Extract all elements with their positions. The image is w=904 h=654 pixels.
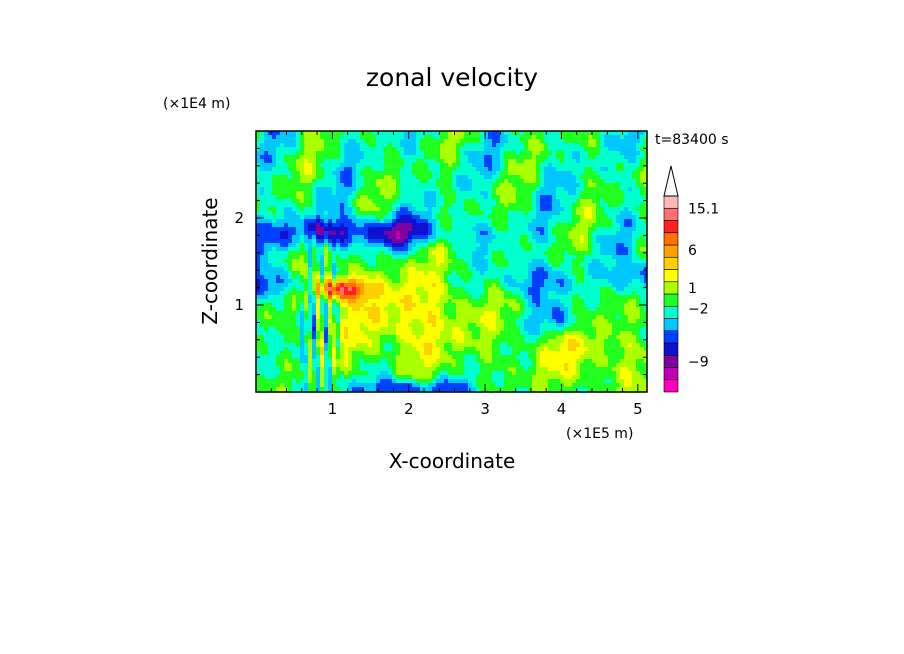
colorbar-swatch	[663, 367, 679, 381]
colorbar-label: −9	[688, 354, 709, 370]
colorbar-swatch	[663, 293, 679, 307]
x-tick-label: 3	[480, 400, 490, 418]
x-axis-title: X-coordinate	[389, 449, 516, 473]
colorbar-swatch	[663, 269, 679, 283]
colorbar-swatch	[663, 220, 679, 234]
time-label: t=83400 s	[655, 132, 729, 148]
x-tick-label: 5	[633, 400, 643, 418]
colorbar-swatch	[663, 281, 679, 295]
colorbar-swatch	[663, 305, 679, 319]
colorbar-label: 6	[688, 243, 697, 259]
x-tick-label: 4	[557, 400, 567, 418]
y-axis: 12	[234, 147, 647, 376]
colorbar-swatch	[663, 318, 679, 332]
colorbar-swatch	[663, 354, 679, 368]
colorbar-label: 1	[688, 281, 697, 297]
colorbar-swatch	[663, 207, 679, 221]
colorbar-swatch	[663, 244, 679, 258]
x-tick-label: 2	[404, 400, 414, 418]
chart-title: zonal velocity	[366, 63, 538, 92]
plot-frame	[255, 130, 648, 393]
colorbar-swatch	[663, 256, 679, 270]
y-tick-label: 2	[234, 209, 244, 227]
colorbar-swatch	[663, 232, 679, 246]
colorbar-extend-arrow	[663, 165, 679, 197]
x-axis: 1 2 3 4 5	[270, 131, 643, 418]
colorbar-swatch	[663, 195, 679, 209]
contour-field	[256, 131, 647, 392]
colorbar-label: −2	[688, 302, 709, 318]
y-tick-label: 1	[234, 296, 244, 314]
colorbar: 15.1 6 1 −2 −9	[663, 165, 719, 393]
colorbar-label: 15.1	[688, 201, 719, 217]
x-tick-label: 1	[328, 400, 338, 418]
colorbar-swatch	[663, 379, 679, 393]
y-axis-title: Z-coordinate	[198, 197, 222, 324]
colorbar-swatch	[663, 330, 679, 344]
y-scale-label: (×1E4 m)	[163, 96, 230, 112]
colorbar-swatch	[663, 342, 679, 356]
x-scale-label: (×1E5 m)	[566, 426, 633, 442]
